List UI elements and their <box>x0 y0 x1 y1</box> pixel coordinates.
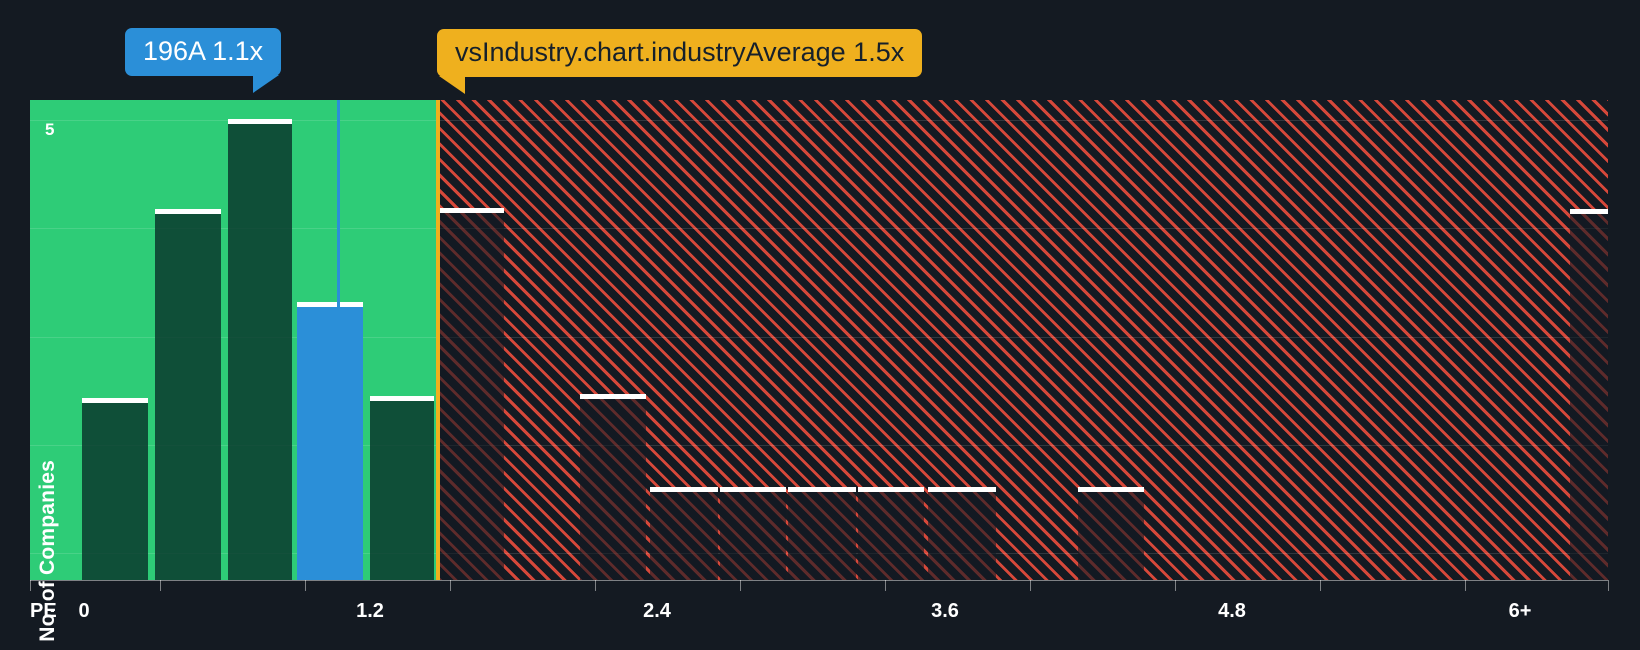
x-tick-mark <box>1608 580 1609 591</box>
gridline-4 <box>30 228 1608 229</box>
bar-cap <box>580 394 646 399</box>
industry-tooltip[interactable]: vsIndustry.chart.industryAverage 1.5x <box>437 29 923 95</box>
bar-bin-5[interactable] <box>370 396 434 580</box>
bar-bin-2[interactable] <box>155 209 221 580</box>
bar-body <box>1570 214 1608 580</box>
bar-body <box>650 492 718 580</box>
bar-cap <box>82 398 148 403</box>
bar-cap <box>155 209 221 214</box>
bar-bin-company[interactable] <box>297 302 363 580</box>
bar-cap <box>297 302 363 307</box>
gridline-2 <box>30 445 1608 446</box>
x-tick-mark <box>595 580 596 591</box>
bar-body <box>297 307 363 580</box>
bar-bin-13[interactable] <box>1078 487 1144 580</box>
bar-body <box>440 213 504 580</box>
x-tick-mark <box>885 580 886 591</box>
plot-area <box>30 100 1608 580</box>
bar-cap <box>720 487 786 492</box>
bar-body <box>720 492 786 580</box>
bar-body <box>580 399 646 580</box>
bar-cap <box>1570 209 1608 214</box>
industry-marker-line <box>436 100 440 580</box>
x-axis-label-0: 0 <box>78 600 90 622</box>
x-tick-mark <box>740 580 741 591</box>
x-axis-label-3.6: 3.6 <box>931 600 959 622</box>
x-tick-mark <box>1175 580 1176 591</box>
bar-cap <box>228 119 292 124</box>
bar-cap <box>1078 487 1144 492</box>
bar-bin-12[interactable] <box>928 487 996 580</box>
x-axis-label-6plus: 6+ <box>1508 600 1532 622</box>
company-tooltip-label: 196A 1.1x <box>143 36 264 66</box>
x-axis-label-4.8: 4.8 <box>1218 600 1246 622</box>
gridline-3 <box>30 337 1608 338</box>
y-axis-tick-5: 5 <box>45 120 55 139</box>
bar-body <box>82 403 148 580</box>
x-tick-mark <box>30 580 31 591</box>
bar-body <box>1078 492 1144 580</box>
x-axis-label-2.4: 2.4 <box>643 600 671 622</box>
x-tick-mark <box>450 580 451 591</box>
x-axis-caption: PE <box>30 600 57 622</box>
bar-body <box>928 492 996 580</box>
bar-body <box>155 214 221 580</box>
bar-bin-1[interactable] <box>82 398 148 580</box>
x-tick-mark <box>1465 580 1466 591</box>
bar-bin-9[interactable] <box>720 487 786 580</box>
company-tooltip[interactable]: 196A 1.1x <box>125 28 282 94</box>
bar-bin-3[interactable] <box>228 119 292 580</box>
x-axis-label-1.2: 1.2 <box>356 600 384 622</box>
tooltip-tail <box>253 75 280 94</box>
bar-body <box>788 492 856 580</box>
bar-bin-10[interactable] <box>788 487 856 580</box>
gridline-5 <box>30 120 1608 121</box>
x-tick-mark <box>305 580 306 591</box>
x-tick-mark <box>1030 580 1031 591</box>
x-tick-mark <box>160 580 161 591</box>
bar-body <box>370 401 434 580</box>
bar-bin-7[interactable] <box>580 394 646 580</box>
company-marker-line <box>337 100 340 580</box>
bar-bin-6[interactable] <box>440 208 504 580</box>
tooltip-tail <box>439 76 465 95</box>
bar-cap <box>440 208 504 213</box>
bar-cap <box>858 487 924 492</box>
x-axis-line <box>30 580 1608 581</box>
x-tick-mark <box>1320 580 1321 591</box>
bar-bin-8[interactable] <box>650 487 718 580</box>
bar-body <box>228 124 292 580</box>
bar-body <box>858 492 924 580</box>
bar-cap <box>650 487 718 492</box>
overvalued-zone <box>438 100 1608 580</box>
industry-tooltip-label: vsIndustry.chart.industryAverage 1.5x <box>455 37 905 67</box>
bar-cap <box>788 487 856 492</box>
bar-bin-last[interactable] <box>1570 209 1608 580</box>
bar-cap <box>370 396 434 401</box>
bar-bin-11[interactable] <box>858 487 924 580</box>
bar-cap <box>928 487 996 492</box>
